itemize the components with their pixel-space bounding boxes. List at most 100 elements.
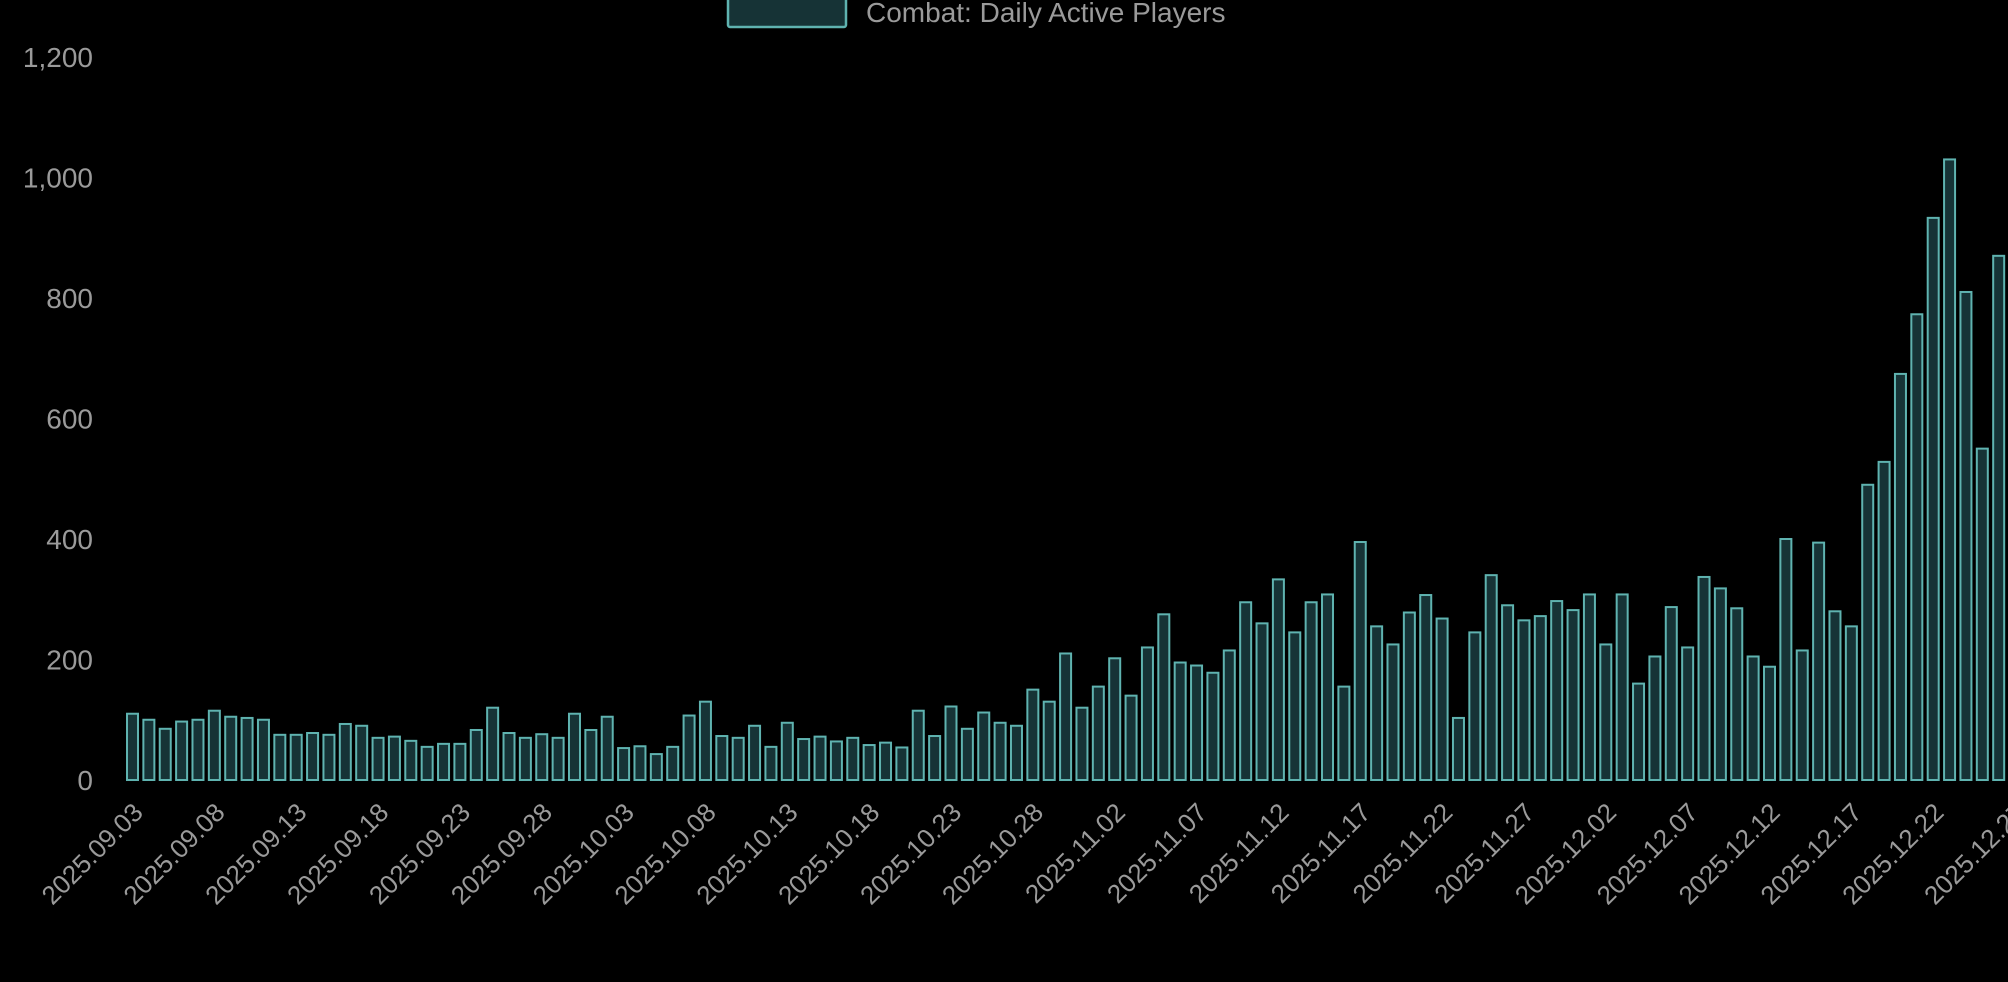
bar[interactable] — [518, 736, 532, 782]
bar[interactable] — [469, 728, 483, 781]
bar[interactable] — [1975, 447, 1989, 782]
bar[interactable] — [813, 735, 827, 781]
bar[interactable] — [387, 735, 401, 781]
bar[interactable] — [1370, 625, 1384, 781]
bar[interactable] — [960, 727, 974, 781]
bar[interactable] — [224, 715, 238, 781]
bar[interactable] — [1828, 610, 1842, 781]
bar[interactable] — [1435, 617, 1449, 782]
bar[interactable] — [1157, 613, 1171, 781]
bar[interactable] — [1893, 372, 1907, 781]
bar[interactable] — [158, 727, 172, 781]
bar[interactable] — [944, 705, 958, 782]
bar[interactable] — [1713, 587, 1727, 781]
bar[interactable] — [486, 706, 500, 782]
bar[interactable] — [649, 753, 663, 782]
bar[interactable] — [1812, 541, 1826, 782]
bar[interactable] — [1877, 460, 1891, 781]
bar[interactable] — [1271, 578, 1285, 781]
bar[interactable] — [551, 736, 565, 782]
bar[interactable] — [993, 721, 1007, 782]
bar[interactable] — [1501, 604, 1515, 782]
bar[interactable] — [1239, 601, 1253, 782]
bar[interactable] — [355, 724, 369, 782]
bar[interactable] — [1009, 724, 1023, 782]
bar[interactable] — [1321, 593, 1335, 781]
bar[interactable] — [879, 741, 893, 782]
bar[interactable] — [1042, 700, 1056, 781]
bar[interactable] — [1190, 664, 1204, 782]
bar[interactable] — [1026, 688, 1040, 782]
bar[interactable] — [535, 733, 549, 782]
bar[interactable] — [731, 736, 745, 782]
bar[interactable] — [895, 746, 909, 782]
bar[interactable] — [420, 745, 434, 781]
bar[interactable] — [502, 732, 516, 781]
bar[interactable] — [1844, 625, 1858, 781]
bar[interactable] — [715, 735, 729, 782]
legend[interactable]: Combat: Daily Active Players — [726, 0, 1225, 29]
bar[interactable] — [1550, 600, 1564, 781]
bar[interactable] — [1402, 611, 1416, 781]
bar[interactable] — [322, 733, 336, 781]
bar[interactable] — [1599, 643, 1613, 781]
bar[interactable] — [764, 745, 778, 781]
bar[interactable] — [829, 740, 843, 782]
bar[interactable] — [1861, 483, 1875, 781]
bar[interactable] — [600, 715, 614, 781]
bar[interactable] — [928, 735, 942, 782]
bar[interactable] — [453, 742, 467, 781]
bar[interactable] — [666, 745, 680, 781]
bar[interactable] — [977, 711, 991, 782]
bar[interactable] — [1484, 574, 1498, 782]
bar[interactable] — [617, 747, 631, 782]
bar[interactable] — [682, 714, 696, 782]
bar[interactable] — [191, 718, 205, 781]
bar[interactable] — [338, 722, 352, 781]
bar[interactable] — [1386, 643, 1400, 781]
bar[interactable] — [306, 732, 320, 781]
bar[interactable] — [1533, 615, 1547, 781]
bar[interactable] — [1615, 593, 1629, 781]
bar[interactable] — [404, 739, 418, 782]
bar[interactable] — [748, 724, 762, 782]
bar[interactable] — [1419, 594, 1433, 782]
bar[interactable] — [207, 709, 221, 782]
bar[interactable] — [1451, 716, 1465, 782]
bar[interactable] — [1566, 609, 1580, 782]
bar[interactable] — [1582, 593, 1596, 781]
bar[interactable] — [289, 733, 303, 781]
bar[interactable] — [1697, 575, 1711, 782]
bar[interactable] — [1664, 606, 1678, 782]
bar[interactable] — [1140, 646, 1154, 782]
bar[interactable] — [584, 728, 598, 781]
bar[interactable] — [1222, 649, 1236, 782]
bar[interactable] — [1173, 661, 1187, 782]
bar[interactable] — [1648, 655, 1662, 781]
bar[interactable] — [1632, 682, 1646, 781]
bar[interactable] — [1108, 657, 1122, 781]
bar[interactable] — [437, 742, 451, 781]
bar[interactable] — [142, 718, 156, 781]
bar[interactable] — [1124, 694, 1138, 782]
bar[interactable] — [1337, 685, 1351, 781]
bar[interactable] — [1304, 601, 1318, 782]
bar[interactable] — [1075, 706, 1089, 782]
bar[interactable] — [1517, 619, 1531, 782]
bar[interactable] — [1288, 631, 1302, 782]
bar[interactable] — [567, 712, 581, 782]
bar[interactable] — [371, 736, 385, 782]
bar[interactable] — [698, 700, 712, 781]
bar[interactable] — [1926, 216, 1940, 781]
bar[interactable] — [1746, 655, 1760, 781]
bar[interactable] — [1795, 649, 1809, 782]
bar[interactable] — [1992, 254, 2006, 781]
bar[interactable] — [911, 709, 925, 782]
bar[interactable] — [780, 721, 794, 782]
bar[interactable] — [1059, 652, 1073, 782]
bar[interactable] — [273, 733, 287, 781]
bar[interactable] — [633, 745, 647, 782]
bar[interactable] — [1763, 665, 1776, 781]
bar[interactable] — [1353, 541, 1367, 782]
bar[interactable] — [1730, 607, 1744, 781]
